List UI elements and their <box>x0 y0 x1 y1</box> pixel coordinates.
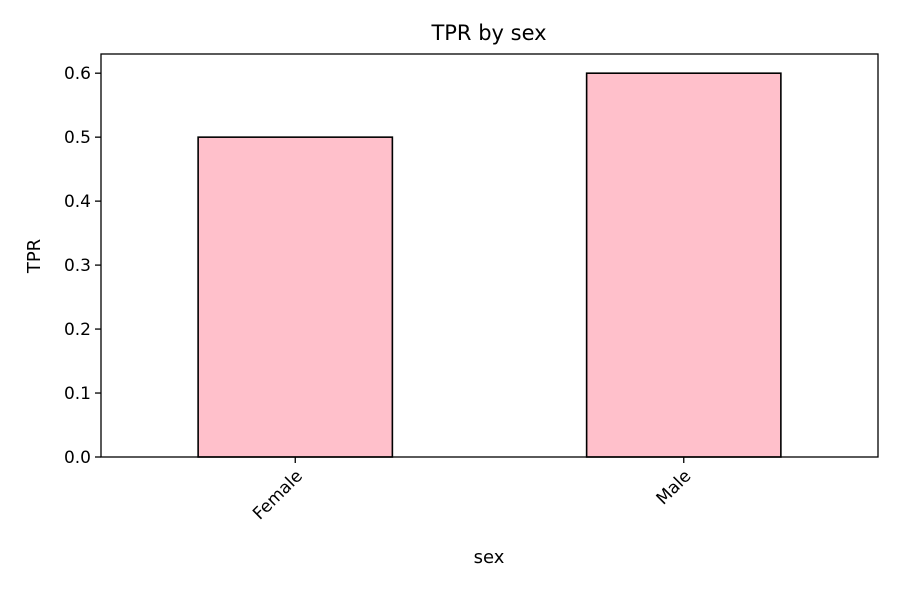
y-tick-label: 0.5 <box>64 128 91 148</box>
y-tick-label: 0.2 <box>64 320 91 340</box>
y-tick-label: 0.1 <box>64 384 91 404</box>
y-axis-label: TPR <box>24 239 45 274</box>
y-tick-label: 0.0 <box>64 448 91 468</box>
y-tick-label: 0.4 <box>64 192 91 212</box>
bar-female <box>197 136 394 458</box>
y-axis-ticks: 0.0 0.1 0.2 0.3 0.4 0.5 0.6 <box>64 64 101 468</box>
bar-male <box>585 72 782 458</box>
chart-title: TPR by sex <box>430 21 546 45</box>
x-axis-label: sex <box>474 547 505 568</box>
plot-area-frame <box>100 53 879 458</box>
y-tick-label: 0.3 <box>64 256 91 276</box>
bars-group <box>197 72 782 458</box>
y-tick-label: 0.6 <box>64 64 91 84</box>
